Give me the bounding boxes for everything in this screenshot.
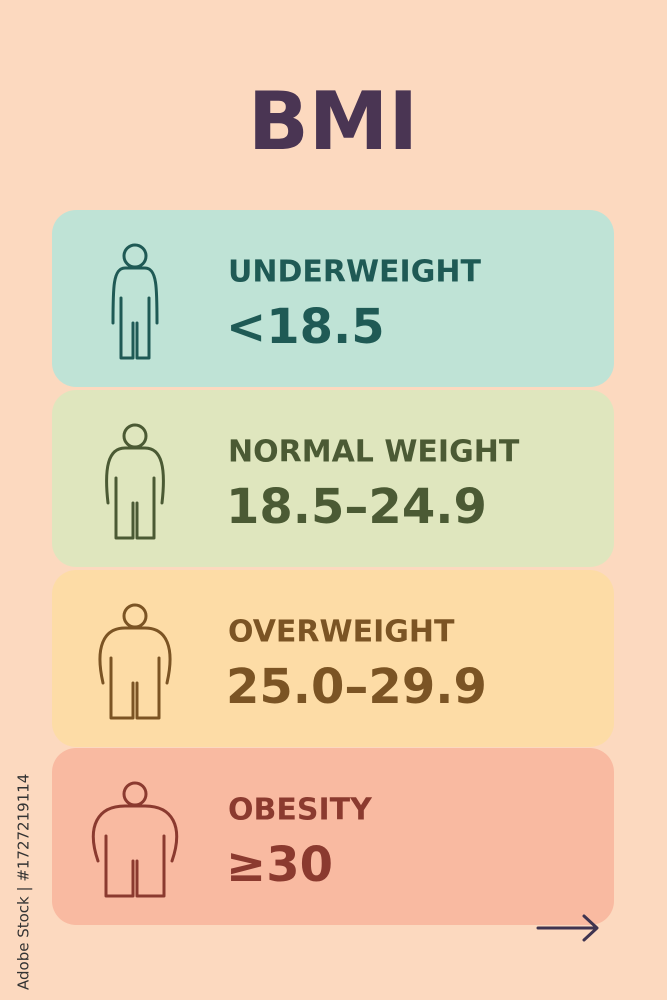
category-label: OBESITY — [228, 793, 373, 828]
category-range: ≥30 — [226, 837, 333, 893]
icon-body — [98, 626, 172, 720]
cards: UNDERWEIGHT <18.5 NORMAL WEIGHT 18.5–24.9 OV… — [52, 210, 614, 925]
category-range: 18.5–24.9 — [226, 479, 487, 535]
category-label: OVERWEIGHT — [228, 615, 455, 650]
icon-body — [111, 266, 159, 360]
next-arrow — [536, 914, 599, 942]
card — [52, 390, 614, 567]
title: BMI — [248, 75, 418, 168]
icon-body — [105, 446, 165, 540]
card — [52, 748, 614, 925]
category-label: NORMAL WEIGHT — [228, 435, 520, 470]
icon-body — [91, 804, 179, 898]
category-label: UNDERWEIGHT — [228, 255, 481, 290]
watermark: Adobe Stock | #1727219114 — [15, 774, 33, 990]
card — [52, 570, 614, 747]
category-range: 25.0–29.9 — [226, 659, 487, 715]
card — [52, 210, 614, 387]
category-range: <18.5 — [226, 299, 385, 355]
